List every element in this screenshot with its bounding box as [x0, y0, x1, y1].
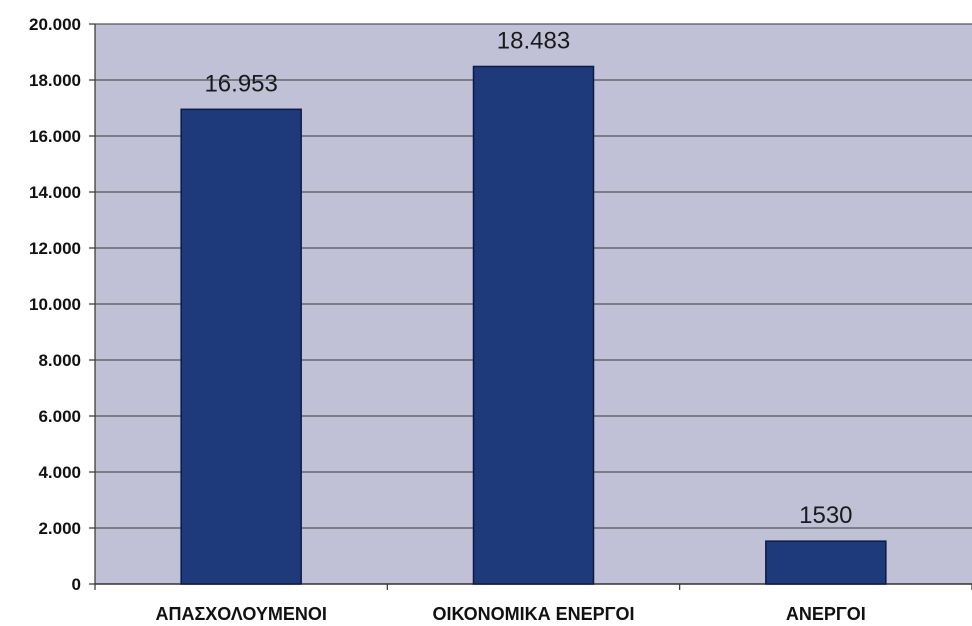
y-tick-label: 14.000 — [29, 183, 81, 202]
y-tick-label: 12.000 — [29, 239, 81, 258]
bar-3 — [765, 540, 887, 585]
x-axis — [94, 583, 972, 590]
data-label-3: 1530 — [799, 502, 852, 529]
bars — [180, 65, 887, 585]
category-label-1: ΑΠΑΣΧΟΛΟΥΜΕΝΟΙ — [155, 604, 326, 624]
y-tick-label: 10.000 — [29, 295, 81, 314]
y-tick-label: 16.000 — [29, 127, 81, 146]
bar-2 — [472, 65, 595, 585]
category-label-3: ΑΝΕΡΓΟΙ — [786, 604, 866, 624]
data-labels: 16.953 18.483 1530 — [204, 27, 852, 529]
category-labels: ΑΠΑΣΧΟΛΟΥΜΕΝΟΙ ΟΙΚΟΝΟΜΙΚΑ ΕΝΕΡΓΟΙ ΑΝΕΡΓΟΙ — [155, 604, 865, 624]
data-label-2: 18.483 — [497, 27, 570, 54]
y-axis: 0 2.000 4.000 6.000 8.000 10.000 12.000 14.000 1… — [29, 15, 96, 594]
y-tick-label: 4.000 — [38, 463, 81, 482]
bar-1 — [180, 108, 302, 585]
y-tick-label: 8.000 — [38, 351, 81, 370]
y-tick-label: 0 — [72, 575, 81, 594]
y-tick-label: 18.000 — [29, 71, 81, 90]
category-label-2: ΟΙΚΟΝΟΜΙΚΑ ΕΝΕΡΓΟΙ — [432, 604, 634, 624]
y-tick-label: 6.000 — [38, 407, 81, 426]
data-label-1: 16.953 — [204, 70, 277, 97]
y-tick-label: 2.000 — [38, 519, 81, 538]
y-tick-label: 20.000 — [29, 15, 81, 34]
